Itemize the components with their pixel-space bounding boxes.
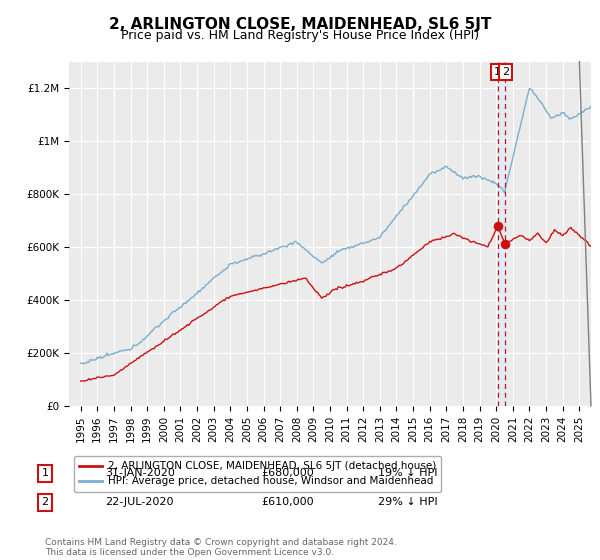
Text: 19% ↓ HPI: 19% ↓ HPI bbox=[378, 468, 437, 478]
Point bbox=[493, 221, 502, 230]
Point bbox=[500, 240, 510, 249]
Text: 2: 2 bbox=[41, 497, 49, 507]
Bar bbox=[497, 62, 505, 406]
Text: 2: 2 bbox=[502, 67, 509, 77]
Text: 1: 1 bbox=[41, 468, 49, 478]
Text: 2, ARLINGTON CLOSE, MAIDENHEAD, SL6 5JT: 2, ARLINGTON CLOSE, MAIDENHEAD, SL6 5JT bbox=[109, 17, 491, 32]
Text: 29% ↓ HPI: 29% ↓ HPI bbox=[378, 497, 437, 507]
Text: £680,000: £680,000 bbox=[261, 468, 314, 478]
Text: Price paid vs. HM Land Registry's House Price Index (HPI): Price paid vs. HM Land Registry's House … bbox=[121, 29, 479, 42]
Text: Contains HM Land Registry data © Crown copyright and database right 2024.
This d: Contains HM Land Registry data © Crown c… bbox=[45, 538, 397, 557]
Text: 31-JAN-2020: 31-JAN-2020 bbox=[105, 468, 175, 478]
Legend: 2, ARLINGTON CLOSE, MAIDENHEAD, SL6 5JT (detached house), HPI: Average price, de: 2, ARLINGTON CLOSE, MAIDENHEAD, SL6 5JT … bbox=[74, 456, 441, 492]
Text: 1: 1 bbox=[494, 67, 501, 77]
Text: 22-JUL-2020: 22-JUL-2020 bbox=[105, 497, 173, 507]
Text: £610,000: £610,000 bbox=[261, 497, 314, 507]
